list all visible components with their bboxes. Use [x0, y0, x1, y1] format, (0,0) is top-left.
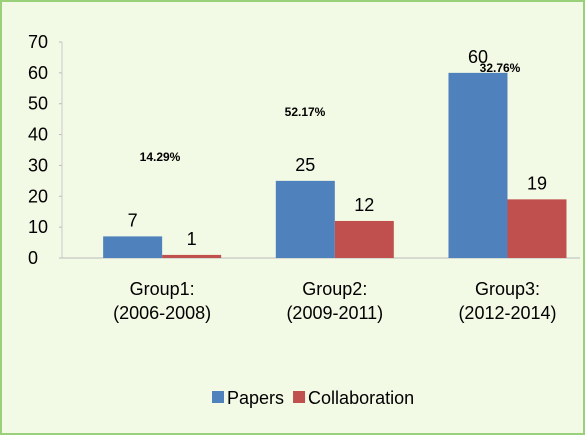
value-label: 7 — [128, 210, 138, 230]
legend-label: Collaboration — [308, 388, 414, 408]
value-label: 19 — [527, 173, 547, 193]
x-tick-label: Group1: (2006-2008) — [113, 279, 211, 323]
value-label: 60 — [468, 47, 488, 67]
value-label: 1 — [187, 229, 197, 249]
bar — [162, 254, 222, 258]
annotation: 14.29% — [140, 150, 181, 164]
x-tick-label: Group3: (2012-2014) — [458, 279, 556, 323]
annotation: 32.76% — [480, 61, 521, 75]
annotation: 52.17% — [285, 105, 326, 119]
value-label: 12 — [354, 195, 374, 215]
y-tick-label: 20 — [28, 186, 48, 206]
bar — [103, 236, 163, 258]
legend-swatch — [293, 391, 306, 403]
y-tick-label: 10 — [28, 217, 48, 237]
legend-label: Papers — [227, 388, 284, 408]
value-label: 25 — [295, 155, 315, 175]
y-tick-label: 50 — [28, 94, 48, 114]
x-tick-label: Group2: (2009-2011) — [286, 279, 383, 323]
bar — [507, 199, 567, 258]
y-tick-label: 0 — [28, 248, 38, 268]
y-tick-label: 30 — [28, 155, 48, 175]
y-tick-label: 60 — [28, 63, 48, 83]
y-tick-label: 70 — [28, 32, 48, 52]
bar — [448, 72, 508, 258]
legend-swatch — [212, 391, 224, 403]
y-tick-label: 40 — [28, 125, 48, 145]
bar — [334, 220, 394, 258]
bar — [275, 180, 335, 258]
